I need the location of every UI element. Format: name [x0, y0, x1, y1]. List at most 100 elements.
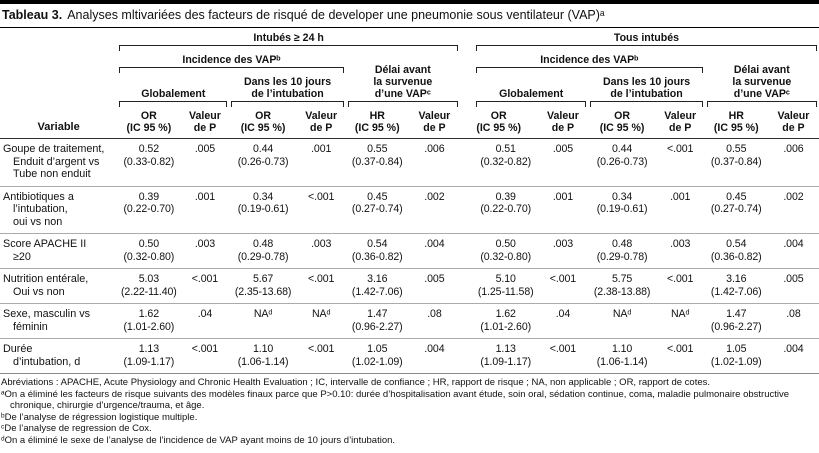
subgroup-label: Délai avant la survenue d’une VAPᶜ — [732, 64, 792, 100]
value-cell: 5.67 (2.35-13.68) — [229, 268, 297, 304]
column-header-p: Valeur de P — [537, 107, 589, 139]
footnote: ᶜDe l’analyse de regression de Cox. — [1, 423, 152, 435]
subgroup-label: Dans les 10 jours de l’intubation — [602, 76, 691, 100]
column-group-tous-intubes: Tous intubés — [460, 28, 819, 51]
value-cell: 0.52 (0.33-0.82) — [123, 143, 175, 168]
value-cell: .08 — [408, 303, 460, 339]
value-cell: <.001 — [296, 338, 346, 374]
variable-cell: Sexe, masculin vs féminin — [0, 303, 118, 339]
value-cell: .001 — [311, 143, 332, 155]
value-cell: 0.39 (0.22-0.70) — [459, 185, 538, 234]
variable-cell: Nutrition entérale, Oui vs non — [0, 268, 118, 304]
table-caption: Analyses mltivariées des facteurs de ris… — [67, 8, 605, 22]
value-cell: .004 — [767, 233, 819, 269]
value-cell: 0.44 (0.26-0.73) — [596, 143, 648, 168]
table-row: Score APACHE II ≥20 0.50 (0.32-0.80) .003 0… — [0, 233, 819, 269]
variable-cell: Durée d’intubation, d — [0, 338, 118, 374]
subgroup-label: Incidence des VAPᵇ — [540, 54, 639, 66]
value-cell: .006 — [424, 143, 445, 155]
value-cell: NAᵈ — [588, 303, 656, 339]
table-row: Durée d’intubation, d 1.13 (1.09-1.17) <.0… — [0, 338, 819, 374]
value-cell: <.001 — [667, 143, 694, 155]
value-cell: .004 — [767, 338, 819, 374]
value-cell: <.001 — [537, 268, 589, 304]
value-cell: <.001 — [180, 338, 230, 374]
value-cell: .04 — [180, 303, 230, 339]
value-cell: 0.50 (0.32-0.80) — [117, 233, 181, 269]
value-cell: .04 — [537, 303, 589, 339]
subgroup-delai-left: Délai avant la survenue d’une VAPᶜ — [346, 51, 460, 107]
value-cell: .004 — [408, 233, 460, 269]
value-cell: .005 — [194, 143, 216, 155]
spanner-bracket — [119, 67, 344, 73]
value-cell: NAᵈ — [655, 303, 705, 339]
spacer-cell — [0, 73, 117, 107]
column-header-or: OR (IC 95 %) — [229, 107, 297, 139]
value-cell: 1.62 (1.01-2.60) — [117, 303, 181, 339]
table-number: Tableau 3. — [2, 8, 63, 22]
spanner-bracket — [475, 101, 587, 107]
column-header-hr: HR (IC 95 %) — [704, 107, 768, 139]
column-header-hr: HR (IC 95 %) — [345, 107, 409, 139]
footnote: ᵇDe l’analyse de régression logistique m… — [1, 411, 198, 423]
value-cell: 1.13 (1.09-1.17) — [459, 338, 538, 374]
spanner-bracket — [706, 101, 817, 107]
value-cell: <.001 — [655, 268, 705, 304]
spanner-bracket — [119, 101, 228, 107]
spanner-bracket — [119, 45, 458, 51]
value-cell: 0.48 (0.29-0.78) — [588, 233, 656, 269]
value-cell: 1.10 (1.06-1.14) — [588, 338, 656, 374]
value-cell: 0.44 (0.26-0.73) — [237, 143, 289, 168]
spanner-bracket — [590, 101, 703, 107]
value-cell: 0.39 (0.22-0.70) — [117, 185, 181, 234]
value-cell: .005 — [552, 143, 574, 155]
value-cell: 0.51 (0.32-0.82) — [480, 143, 532, 168]
value-cell: .003 — [180, 233, 230, 269]
variable-cell: Goupe de traitement, Enduit d’argent vs … — [3, 143, 105, 180]
column-group-intubes-24h: Intubés ≥ 24 h — [117, 28, 460, 51]
subgroup-label: Dans les 10 jours de l’intubation — [243, 76, 332, 100]
subgroup-10jours-right: Dans les 10 jours de l’intubation — [588, 73, 704, 107]
variable-cell: Antibiotiques a l’intubation, oui vs non — [0, 185, 118, 234]
subgroup-globalement-right: Globalement — [460, 73, 588, 107]
value-cell: .002 — [408, 185, 460, 234]
value-cell: 5.03 (2.22-11.40) — [117, 268, 181, 304]
value-cell: 0.55 (0.37-0.84) — [351, 143, 403, 168]
column-header-p: Valeur de P — [767, 107, 819, 139]
spanner-bracket — [475, 45, 817, 51]
value-cell: .001 — [180, 185, 230, 234]
value-cell: 0.48 (0.29-0.78) — [229, 233, 297, 269]
value-cell: .002 — [767, 185, 819, 234]
column-header-p: Valeur de P — [296, 107, 346, 139]
column-header-p: Valeur de P — [408, 107, 460, 139]
spacer-cell — [0, 28, 117, 51]
subgroup-label: Globalement — [499, 88, 564, 100]
table-row: Antibiotiques a l’intubation, oui vs non… — [0, 185, 819, 234]
data-table: Intubés ≥ 24 h Tous intubés Incidence de… — [0, 28, 819, 374]
value-cell: .005 — [767, 268, 819, 304]
value-cell: 0.45 (0.27-0.74) — [704, 185, 768, 234]
value-cell: 0.34 (0.19-0.61) — [588, 185, 656, 234]
value-cell: 0.50 (0.32-0.80) — [459, 233, 538, 269]
value-cell: 0.45 (0.27-0.74) — [345, 185, 409, 234]
value-cell: .003 — [296, 233, 346, 269]
header-row-columns: Variable OR (IC 95 %) Valeur de P OR (IC… — [0, 107, 819, 139]
column-header-or: OR (IC 95 %) — [117, 107, 181, 139]
footnote: ᵈOn a éliminé le sexe de l’analyse de l’… — [1, 434, 396, 446]
header-row-incidence: Incidence des VAPᵇ Délai avant la surven… — [0, 51, 819, 107]
value-cell: 0.54 (0.36-0.82) — [704, 233, 768, 269]
value-cell: 1.47 (0.96-2.27) — [345, 303, 409, 339]
value-cell: <.001 — [296, 268, 346, 304]
value-cell: <.001 — [180, 268, 230, 304]
spacer-cell — [0, 51, 117, 73]
column-header-p: Valeur de P — [180, 107, 230, 139]
value-cell: .001 — [655, 185, 705, 234]
value-cell: 1.47 (0.96-2.27) — [704, 303, 768, 339]
footnote: Abréviations : APACHE, Acute Physiology … — [1, 377, 711, 388]
header-row-groups: Intubés ≥ 24 h Tous intubés — [0, 28, 819, 51]
subgroup-incidence-left: Incidence des VAPᵇ — [117, 51, 345, 73]
column-header-or: OR (IC 95 %) — [588, 107, 656, 139]
value-cell: NAᵈ — [296, 303, 346, 339]
value-cell: .08 — [767, 303, 819, 339]
column-header-p: Valeur de P — [655, 107, 705, 139]
